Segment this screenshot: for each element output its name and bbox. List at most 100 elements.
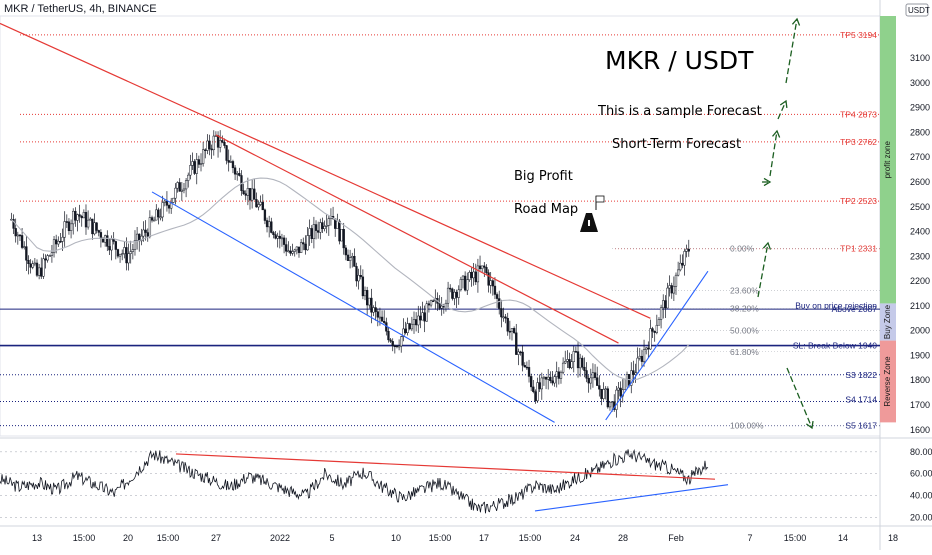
candle-body	[423, 312, 426, 322]
candle-body	[495, 294, 499, 299]
currency-badge	[905, 3, 929, 17]
candle-body	[89, 218, 92, 221]
forecast-arrows	[757, 17, 814, 430]
time-tick-label: 20	[123, 533, 133, 543]
candle-body	[135, 233, 139, 241]
candle-body	[359, 275, 362, 278]
forecast-arrow-line	[757, 242, 769, 298]
candle-body	[255, 199, 258, 208]
time-tick-label: 15:00	[519, 533, 542, 543]
candle-body	[253, 188, 256, 200]
resistance-trendline-2	[215, 134, 619, 344]
candle-body	[557, 371, 561, 379]
candle-body	[591, 372, 595, 379]
oscillator-line	[0, 449, 709, 514]
candle-body	[640, 355, 644, 362]
candle-body	[551, 380, 554, 384]
candle-body	[123, 247, 126, 254]
candle-body	[297, 246, 301, 253]
time-tick-label: 7	[747, 533, 752, 543]
candle-body	[259, 201, 262, 205]
candle-body	[525, 366, 529, 369]
candle-body	[97, 230, 100, 233]
candle-body	[410, 323, 414, 330]
time-tick-label: 14	[838, 533, 848, 543]
price-tick-label: 2400	[910, 227, 930, 237]
candle-body	[681, 262, 684, 266]
level-label: SL: Break Below 1940	[793, 341, 877, 351]
candle-body	[438, 303, 441, 309]
candle-body	[553, 376, 556, 384]
candle-body	[268, 221, 271, 228]
candle-body	[521, 351, 524, 366]
candle-body	[210, 148, 213, 151]
time-tick-label: 15:00	[429, 533, 452, 543]
candle-body	[393, 345, 396, 348]
candle-body	[517, 351, 520, 355]
moving-average	[11, 177, 690, 381]
time-tick-label: 17	[479, 533, 489, 543]
candle-body	[74, 210, 77, 221]
candle-body	[606, 388, 609, 408]
candle-body	[510, 328, 514, 332]
candle-body	[406, 323, 409, 333]
candle-body	[555, 371, 558, 377]
candle-body	[342, 229, 345, 249]
candle-body	[321, 222, 324, 229]
candle-body	[559, 371, 563, 379]
time-tick-label: 15:00	[157, 533, 180, 543]
candle-body	[653, 331, 656, 333]
candle-body	[238, 173, 241, 176]
candle-body	[589, 377, 592, 384]
candle-body	[400, 336, 403, 347]
candle-body	[676, 269, 680, 276]
profit-zone	[880, 16, 896, 304]
candle-body	[657, 319, 661, 326]
forecast-arrow-head	[772, 129, 781, 138]
candle-body	[14, 228, 17, 237]
candle-body	[457, 289, 460, 298]
candle-body	[33, 262, 37, 265]
candle-body	[50, 252, 54, 256]
candle-body	[685, 248, 688, 252]
candle-body	[116, 249, 120, 257]
candle-body	[148, 217, 152, 237]
candle-body	[449, 287, 452, 290]
candle-body	[587, 377, 590, 384]
candle-body	[453, 291, 456, 299]
symbol-header: MKR / TetherUS, 4h, BINANCE	[4, 3, 157, 15]
candle-body	[174, 187, 177, 199]
candle-body	[451, 288, 454, 299]
candle-body	[491, 280, 494, 287]
candle-body	[86, 219, 90, 228]
candle-body	[512, 328, 516, 334]
candle-body	[155, 209, 158, 221]
candle-body	[608, 401, 612, 408]
candle-body	[67, 221, 71, 231]
candle-body	[649, 328, 652, 350]
candle-body	[544, 376, 548, 380]
price-tick-label: 2700	[910, 152, 930, 162]
candle-body	[670, 285, 673, 294]
candle-body	[129, 251, 132, 254]
candle-body	[101, 238, 105, 243]
candle-body	[576, 351, 580, 369]
candle-body	[366, 290, 369, 306]
candle-body	[44, 258, 47, 261]
candle-body	[306, 235, 309, 251]
price-tick-label: 2900	[910, 103, 930, 113]
candle-body	[65, 221, 68, 223]
candle-body	[568, 359, 571, 369]
candle-body	[195, 159, 198, 174]
candle-body	[536, 382, 539, 402]
candle-body	[72, 210, 75, 225]
candle-body	[361, 276, 365, 297]
currency-label: USDT	[908, 6, 930, 15]
candle-body	[82, 212, 86, 219]
candle-body	[157, 209, 160, 218]
candle-body	[417, 315, 420, 326]
time-tick-label: 15:00	[73, 533, 96, 543]
candle-body	[425, 303, 428, 322]
candle-body	[472, 271, 475, 279]
